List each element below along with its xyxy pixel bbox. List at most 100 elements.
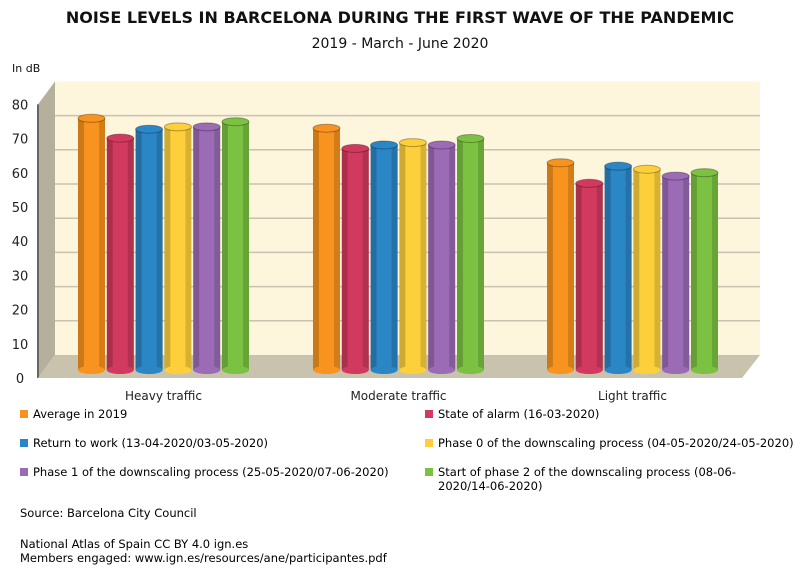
bar-top bbox=[341, 143, 370, 153]
bar-shade bbox=[399, 142, 406, 370]
bar-shade bbox=[334, 128, 340, 370]
bar-base bbox=[313, 366, 340, 374]
legend-label: Phase 0 of the downscaling process (04-0… bbox=[438, 436, 794, 450]
bar bbox=[662, 176, 690, 370]
bar bbox=[691, 172, 718, 370]
bar-shade bbox=[449, 144, 456, 370]
bar-top bbox=[77, 113, 106, 123]
legend-label: Start of phase 2 of the downscaling proc… bbox=[438, 465, 737, 493]
bar-shade bbox=[243, 121, 249, 370]
bar-top bbox=[312, 123, 341, 133]
bar bbox=[78, 118, 105, 371]
bar-shade bbox=[633, 169, 640, 370]
bar-top bbox=[604, 161, 633, 171]
bar-top bbox=[632, 164, 661, 174]
source-text: Source: Barcelona City Council bbox=[20, 506, 197, 520]
credit-line: Members engaged: www.ign.es/resources/an… bbox=[20, 551, 387, 565]
bar bbox=[341, 148, 369, 370]
legend-item: Phase 1 of the downscaling process (25-0… bbox=[20, 465, 389, 479]
category-label: Moderate traffic bbox=[350, 389, 446, 403]
bar bbox=[193, 126, 221, 370]
legend-swatch bbox=[20, 439, 28, 447]
bar-shade bbox=[164, 126, 171, 370]
y-tick-label: 60 bbox=[12, 167, 29, 182]
bar-base bbox=[547, 366, 574, 374]
bar-shade bbox=[568, 162, 574, 370]
bar-base bbox=[575, 366, 603, 374]
y-axis-label: In dB bbox=[12, 62, 41, 75]
bar-base bbox=[604, 366, 632, 374]
bar-base bbox=[370, 366, 398, 374]
bar-shade bbox=[214, 126, 221, 370]
bar-top bbox=[690, 168, 719, 178]
bar-top bbox=[661, 171, 690, 181]
bar bbox=[106, 138, 134, 370]
bar-shade bbox=[313, 128, 319, 370]
bar-top bbox=[427, 140, 456, 150]
y-tick-label: 0 bbox=[16, 372, 24, 387]
bar-shade bbox=[654, 169, 661, 370]
bar-shade bbox=[683, 176, 690, 370]
bar-top bbox=[456, 133, 485, 143]
bar-shade bbox=[185, 126, 192, 370]
bar-top bbox=[370, 140, 399, 150]
legend-label: State of alarm (16-03-2020) bbox=[438, 407, 600, 421]
bar-base bbox=[633, 366, 661, 374]
bar bbox=[370, 144, 398, 370]
bar bbox=[399, 142, 427, 370]
y-tick-label: 20 bbox=[12, 304, 29, 319]
legend-swatch bbox=[20, 468, 28, 476]
bar-shade bbox=[428, 144, 435, 370]
y-tick-label: 10 bbox=[12, 338, 29, 353]
bar-base bbox=[457, 366, 484, 374]
bar bbox=[604, 166, 632, 370]
legend-swatch bbox=[425, 468, 433, 476]
bar-shade bbox=[127, 138, 134, 370]
bar-shade bbox=[420, 142, 427, 370]
bar-shade bbox=[99, 118, 105, 371]
legend-item: Return to work (13-04-2020/03-05-2020) bbox=[20, 436, 268, 450]
bar-base bbox=[106, 366, 134, 374]
bar-shade bbox=[662, 176, 669, 370]
bar-base bbox=[135, 366, 163, 374]
bar-shade bbox=[156, 129, 163, 370]
bar bbox=[135, 129, 163, 370]
bar-shade bbox=[135, 129, 142, 370]
bar-shade bbox=[362, 148, 369, 370]
y-tick-label: 70 bbox=[12, 133, 29, 148]
bar-shade bbox=[625, 166, 632, 370]
legend-item: Average in 2019 bbox=[20, 407, 127, 421]
bar-base bbox=[399, 366, 427, 374]
bar-top bbox=[546, 158, 575, 168]
bar-shade bbox=[341, 148, 348, 370]
bar-shade bbox=[370, 144, 377, 370]
bar-top bbox=[106, 133, 135, 143]
legend-label: Phase 1 of the downscaling process (25-0… bbox=[33, 465, 389, 479]
bar-shade bbox=[193, 126, 200, 370]
legend-label: Average in 2019 bbox=[33, 407, 128, 421]
bar-shade bbox=[222, 121, 228, 370]
bar-shade bbox=[575, 183, 582, 370]
bar-base bbox=[222, 366, 249, 374]
category-label: Light traffic bbox=[598, 389, 667, 403]
chart-subtitle: 2019 - March - June 2020 bbox=[311, 36, 489, 52]
bar-base bbox=[691, 366, 718, 374]
bar-shade bbox=[604, 166, 611, 370]
bar-shade bbox=[78, 118, 84, 371]
bar-base bbox=[164, 366, 192, 374]
legend-item: State of alarm (16-03-2020) bbox=[425, 407, 599, 421]
bar bbox=[575, 183, 603, 370]
legend-item: Start of phase 2 of the downscaling proc… bbox=[425, 465, 785, 493]
bar bbox=[633, 169, 661, 370]
bar-base bbox=[78, 366, 105, 374]
bar-top bbox=[163, 122, 192, 132]
chart-title: NOISE LEVELS IN BARCELONA DURING THE FIR… bbox=[65, 8, 735, 27]
bar bbox=[164, 126, 192, 370]
bar-top bbox=[221, 117, 250, 127]
bar-shade bbox=[712, 172, 718, 370]
bar bbox=[428, 144, 456, 370]
bar-shade bbox=[596, 183, 603, 370]
side-wall bbox=[38, 81, 55, 379]
